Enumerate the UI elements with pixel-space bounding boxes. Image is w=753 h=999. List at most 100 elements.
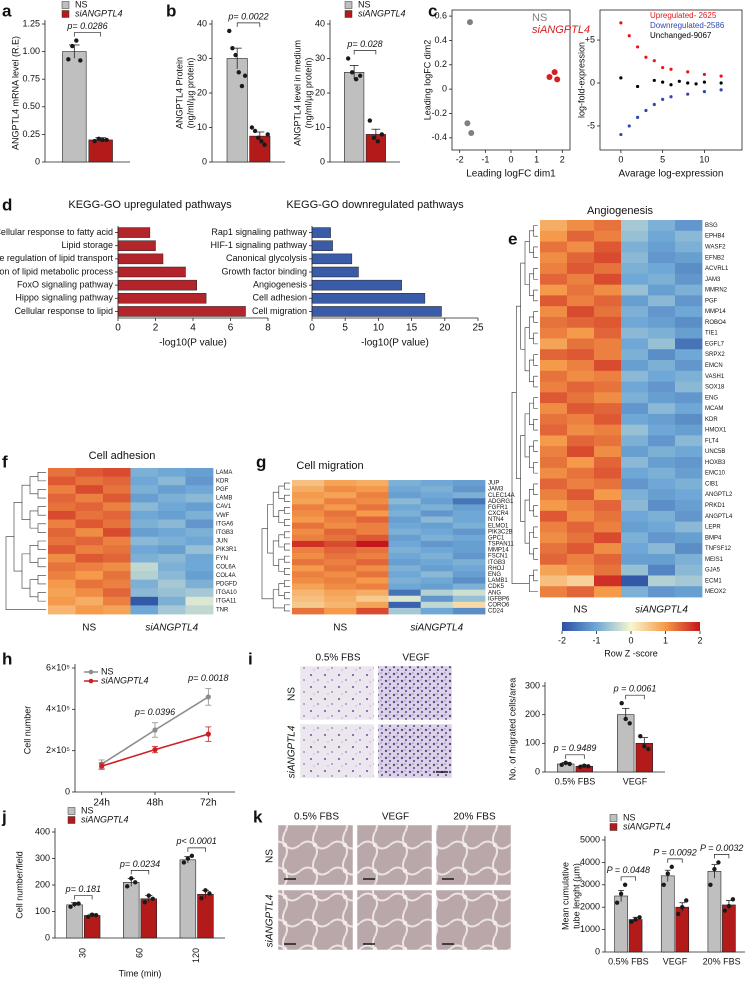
- group-label: NS: [574, 605, 588, 616]
- heatmap-cell: [324, 504, 357, 511]
- row-label: CXCR4: [488, 511, 509, 517]
- heatmap-cell: [324, 553, 357, 560]
- heatmap-cell: [594, 370, 622, 382]
- dendrogram: [533, 332, 538, 345]
- heatmap-cell: [567, 586, 595, 598]
- heatmap-cell: [324, 601, 357, 609]
- heatmap-cell: [292, 607, 325, 615]
- heatmap-cell: [356, 480, 389, 487]
- row-label: JUP: [488, 481, 499, 487]
- heatmap-cell: [567, 230, 595, 242]
- heatmap-cell: [158, 468, 186, 477]
- heatmap-cell: [567, 543, 595, 555]
- heatmap-cell: [594, 295, 622, 307]
- heatmap-cell: [675, 306, 703, 318]
- category-label: Cellular response to fatty acid: [0, 227, 113, 237]
- y-axis-label: tube lenght (µm): [571, 863, 581, 929]
- heatmap-cell: [540, 510, 568, 522]
- heatmap-cell: [185, 605, 214, 615]
- heatmap-cell: [621, 306, 649, 318]
- heatmap-cell: [75, 468, 104, 477]
- heatmap-cell: [103, 596, 131, 606]
- heatmap-cell: [185, 579, 214, 589]
- heatmap-cell: [452, 534, 486, 542]
- data-point: [353, 77, 359, 82]
- heatmap-cell: [594, 381, 622, 393]
- row-label: FLT4: [705, 438, 719, 444]
- heatmap-cell: [388, 504, 422, 511]
- row-label: ITGB3: [488, 560, 506, 566]
- scatter-point: [694, 82, 698, 86]
- row-label: CLEC14A: [488, 493, 515, 499]
- heatmap-cell: [621, 392, 649, 404]
- data-point: [567, 761, 572, 767]
- dendrogram: [533, 440, 538, 452]
- heatmap-cell: [567, 241, 595, 253]
- heatmap-cell: [420, 522, 454, 530]
- p-value: P = 0.0448: [607, 865, 650, 875]
- heatmap-cell: [324, 577, 357, 584]
- heatmap-cell: [103, 562, 131, 572]
- legend-label: NS: [532, 12, 547, 24]
- heatmap-cell: [324, 522, 357, 530]
- row-label: ENG: [705, 395, 718, 401]
- marker: [205, 694, 211, 700]
- heatmap-cell: [540, 252, 568, 264]
- y-tick-label: 40: [197, 18, 207, 28]
- heatmap-cell: [185, 562, 214, 572]
- heatmap-cell: [675, 230, 703, 242]
- micrograph: [356, 889, 433, 951]
- x-tick-label: -1: [481, 154, 489, 164]
- heatmap-cell: [594, 273, 622, 286]
- dendrogram: [533, 548, 538, 560]
- heatmap-cell: [648, 263, 676, 275]
- heatmap-cell: [621, 263, 649, 275]
- bar: [660, 875, 675, 953]
- x-tick-label: 6: [228, 323, 234, 334]
- heatmap-cell: [675, 295, 703, 307]
- heatmap-cell: [648, 392, 676, 404]
- heatmap-cell: [594, 360, 622, 372]
- heatmap-cell: [567, 381, 595, 393]
- y-tick-label: 10: [315, 122, 325, 132]
- heatmap-cell: [185, 596, 214, 606]
- data-point: [76, 901, 81, 906]
- y-tick-label: 3000: [580, 879, 600, 889]
- heatmap-cell: [130, 536, 159, 546]
- data-point: [203, 888, 208, 893]
- heatmap-cell: [75, 571, 104, 581]
- data-point: [256, 135, 261, 141]
- heatmap-cell: [103, 579, 131, 589]
- heatmap-cell: [567, 521, 595, 533]
- heatmap-cell: [675, 284, 703, 296]
- row-label: EMC10: [705, 471, 726, 477]
- row-label: SOX18: [705, 385, 725, 391]
- heatmap-cell: [675, 338, 703, 350]
- micrograph: [299, 723, 375, 779]
- heatmap-cell: [158, 528, 186, 538]
- bar: [117, 306, 246, 317]
- y-axis-label: log-fold-expression: [576, 42, 586, 118]
- bar: [140, 898, 157, 939]
- data-point: [349, 70, 355, 75]
- x-tick-label: 0: [309, 323, 315, 334]
- legend-label: NS: [358, 0, 371, 9]
- heatmap-cell: [130, 502, 159, 512]
- heatmap-cell: [158, 605, 186, 615]
- y-tick-label: 0.6: [434, 10, 447, 20]
- x-tick-label: 15: [406, 323, 418, 334]
- heatmap-cell: [75, 545, 104, 555]
- heatmap-cell: [675, 586, 703, 598]
- panel-label: b: [166, 1, 176, 20]
- dendrogram: [267, 504, 274, 554]
- heatmap-cell: [594, 316, 622, 329]
- x-tick-label: 0.5% FBS: [555, 776, 596, 786]
- heatmap-cell: [540, 413, 568, 426]
- data-point: [236, 70, 241, 75]
- column-label: VEGF: [382, 812, 409, 823]
- heatmap-cell: [324, 559, 357, 566]
- y-tick-label: 2000: [580, 902, 600, 912]
- heatmap-cell: [420, 607, 454, 615]
- heatmap-cell: [567, 316, 595, 329]
- y-tick-label: 300: [525, 680, 540, 690]
